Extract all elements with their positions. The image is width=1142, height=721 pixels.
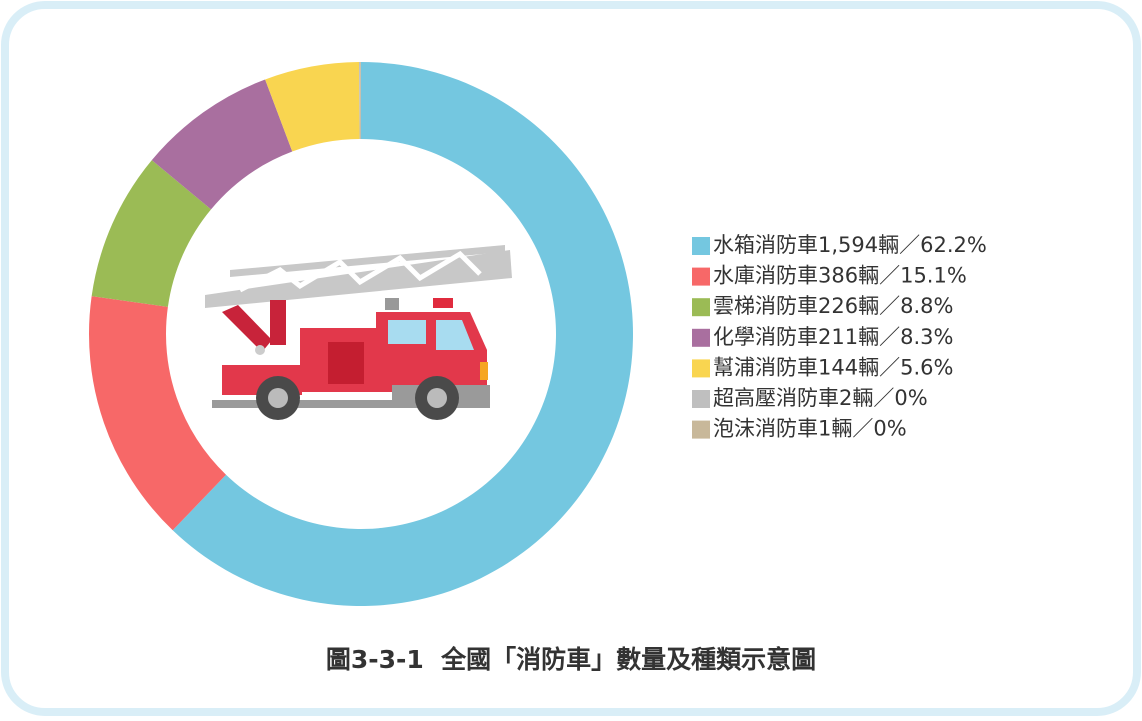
legend-category: 泡沫消防車 — [713, 417, 818, 441]
legend-label: 水箱消防車1,594輛／62.2% — [713, 233, 987, 257]
legend-value: 211輛／8.3% — [818, 325, 953, 349]
legend-swatch — [692, 390, 710, 408]
legend-swatch — [692, 298, 710, 317]
donut-slice — [91, 160, 212, 307]
legend-swatch — [692, 328, 710, 347]
legend-swatch — [692, 359, 710, 378]
legend-swatch — [692, 267, 710, 286]
legend-value: 1輛／0% — [818, 417, 907, 441]
legend-label: 化學消防車211輛／8.3% — [713, 325, 953, 349]
legend-value: 1,594輛／62.2% — [818, 233, 987, 257]
donut-slice — [359, 62, 361, 140]
legend-category: 化學消防車 — [713, 325, 818, 349]
fire-truck-illustration — [205, 245, 512, 420]
legend-value: 144輛／5.6% — [818, 355, 953, 379]
legend-label: 超高壓消防車2輛／0% — [713, 386, 928, 410]
legend-label: 幫浦消防車144輛／5.6% — [713, 355, 953, 379]
donut-slice — [265, 62, 360, 152]
legend-category: 水箱消防車 — [713, 233, 818, 257]
legend-label: 水庫消防車386輛／15.1% — [713, 264, 967, 288]
legend-label: 泡沫消防車1輛／0% — [713, 417, 907, 441]
legend-value: 226輛／8.8% — [818, 294, 953, 318]
donut-slice — [360, 62, 361, 140]
legend-category: 水庫消防車 — [713, 264, 818, 288]
legend-swatch — [692, 420, 710, 439]
legend-value: 2輛／0% — [839, 386, 928, 410]
donut-slice — [151, 79, 293, 210]
donut-slice — [172, 62, 633, 606]
legend-swatch — [692, 237, 710, 255]
legend-value: 386輛／15.1% — [818, 264, 967, 288]
donut-slice — [88, 296, 227, 531]
legend-category: 超高壓消防車 — [713, 386, 839, 410]
legend-label: 雲梯消防車226輛／8.8% — [713, 294, 953, 318]
donut — [88, 62, 633, 606]
legend: 水箱消防車1,594輛／62.2%水庫消防車386輛／15.1%雲梯消防車226… — [692, 233, 987, 441]
legend-category: 幫浦消防車 — [713, 355, 818, 379]
legend-category: 雲梯消防車 — [713, 294, 818, 318]
chart-title: 圖3-3-1 全國「消防車」數量及種類示意圖 — [326, 645, 816, 674]
